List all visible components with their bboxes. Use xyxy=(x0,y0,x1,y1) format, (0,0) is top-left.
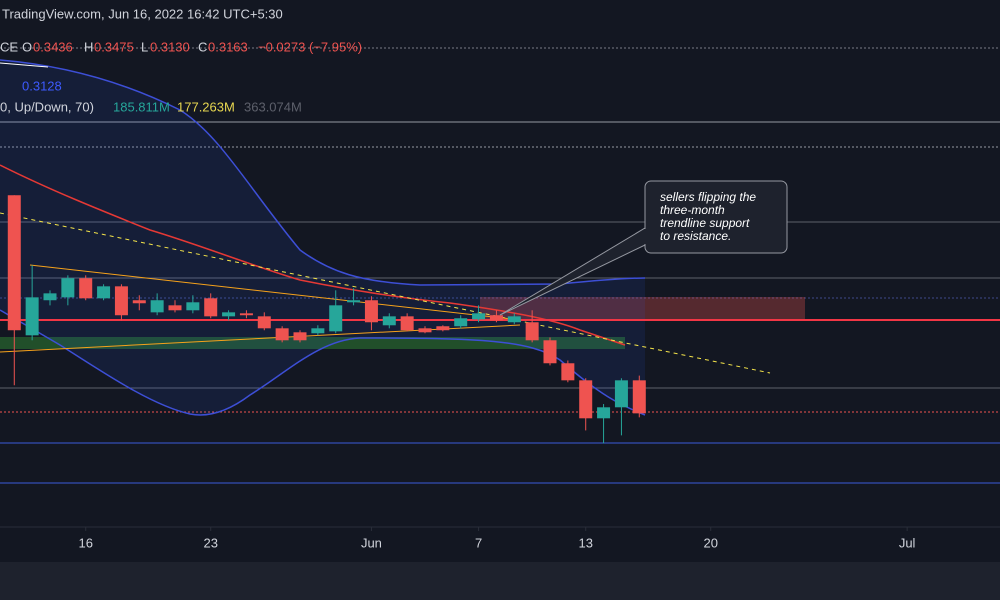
x-tick-label: Jul xyxy=(899,535,916,550)
candle-body xyxy=(97,286,111,299)
candle-body xyxy=(579,380,593,419)
annotation-line: to resistance. xyxy=(660,229,731,243)
candle-body xyxy=(293,332,307,341)
o-label: O xyxy=(22,39,32,54)
o-value: 0.3436 xyxy=(33,39,73,54)
candle-body xyxy=(168,305,182,311)
candle-body xyxy=(25,297,39,336)
l-value: 0.3130 xyxy=(150,39,190,54)
candle-body xyxy=(561,363,575,381)
price-levels xyxy=(0,47,1000,484)
change: −0.0273 (−7.95%) xyxy=(258,39,362,54)
candle-body xyxy=(472,313,486,320)
moving-average xyxy=(0,164,626,346)
candle-body xyxy=(436,326,450,331)
x-tick-label: 20 xyxy=(703,535,717,550)
h-value: 0.3475 xyxy=(94,39,134,54)
candle-body xyxy=(418,328,432,333)
c-label: C xyxy=(198,39,207,54)
x-tick-label: 13 xyxy=(578,535,592,550)
x-tick-label: 23 xyxy=(203,535,217,550)
candle-body xyxy=(275,328,289,341)
source: TradingView.com, Jun 16, 2022 16:42 UTC+… xyxy=(2,6,283,21)
callout-box xyxy=(644,180,788,254)
candle-body xyxy=(400,316,414,331)
candle-body xyxy=(597,407,611,419)
trendline xyxy=(0,212,771,374)
volume-up: 185.811M xyxy=(113,99,170,114)
candle-body xyxy=(257,316,271,329)
candle-body xyxy=(347,300,361,303)
candle-body xyxy=(543,340,557,364)
candle-body xyxy=(489,315,503,321)
candle-body xyxy=(454,318,468,327)
candle-body xyxy=(364,300,378,323)
candle-body xyxy=(239,313,253,316)
candle-body xyxy=(311,328,325,334)
candle-body xyxy=(632,380,646,414)
wedge-upper xyxy=(29,264,521,321)
bollinger-upper xyxy=(0,59,646,286)
annotation-line: three-month xyxy=(660,203,725,217)
x-tick-label: 16 xyxy=(78,535,92,550)
candle-body xyxy=(204,298,218,317)
candle-body xyxy=(382,316,396,326)
symbol: CE xyxy=(0,39,18,54)
candle-body xyxy=(79,278,93,299)
candles xyxy=(7,195,646,444)
drawing-line xyxy=(0,62,49,68)
candle-body xyxy=(186,302,200,311)
h-label: H xyxy=(84,39,93,54)
candle-body xyxy=(614,380,628,408)
x-tick-label: Jun xyxy=(361,535,382,550)
candle-body xyxy=(507,316,521,323)
resistance-zone xyxy=(480,297,805,320)
candle-body xyxy=(43,293,57,301)
x-ticks: 16 23 Jun 7 13 20 Jul xyxy=(78,527,916,550)
bollinger-lower xyxy=(0,309,646,416)
candle-body xyxy=(61,278,75,298)
bollinger-fill xyxy=(0,60,645,416)
bb-value: 0.3128 xyxy=(22,78,62,93)
candle-body xyxy=(329,305,343,332)
bottom-bar xyxy=(0,562,1000,600)
candle-body xyxy=(150,300,164,313)
annotation-line: trendline support xyxy=(660,216,750,230)
wedge-lower xyxy=(0,324,521,353)
candle-body xyxy=(222,312,236,317)
candle-body xyxy=(114,286,128,316)
annotation-line: sellers flipping the xyxy=(660,190,756,204)
candle-body xyxy=(132,300,146,304)
x-tick-label: 7 xyxy=(475,535,482,550)
volume-label: 0, Up/Down, 70) xyxy=(0,99,94,114)
candle-body xyxy=(525,322,539,341)
c-value: 0.3163 xyxy=(208,39,248,54)
volume-down: 177.263M xyxy=(177,99,235,114)
candle-body xyxy=(7,195,21,331)
l-label: L xyxy=(141,39,148,54)
volume-total: 363.074M xyxy=(244,99,302,114)
